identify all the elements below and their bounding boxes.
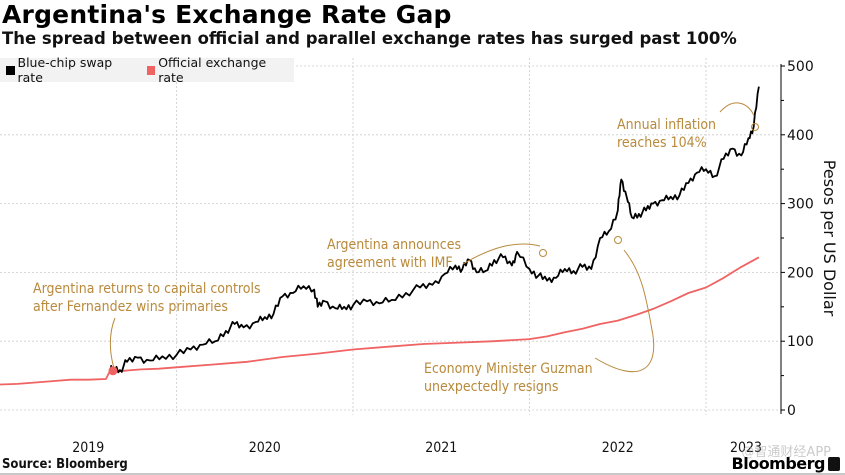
marker-capital-controls [108, 366, 118, 376]
x-tick-label: 2020 [249, 440, 281, 456]
y-tick-label: 300 [787, 197, 814, 213]
legend-item-official: Official exchange rate [146, 55, 288, 85]
annotation-text: Argentina returns to capital controls [33, 281, 261, 297]
legend-label-blue-chip: Blue-chip swap rate [17, 55, 113, 85]
annotations: Argentina returns to capital controls aft… [33, 102, 759, 395]
x-axis: 2019 2020 2021 2022 2023 [72, 440, 762, 456]
chart-title: Argentina's Exchange Rate Gap [2, 0, 452, 29]
annotation-marker [614, 236, 622, 244]
legend-label-official: Official exchange rate [158, 55, 267, 85]
series-line-official [0, 256, 760, 386]
y-axis-label: Pesos per US Dollar [820, 160, 839, 317]
bloomberg-terminal-icon [828, 457, 840, 471]
source-note: Source: Bloomberg [2, 457, 128, 472]
annotation-arrow [594, 249, 655, 373]
series-line-blue-chip [108, 86, 760, 374]
annotation-guzman: Economy Minister Guzman unexpectedly resi… [424, 236, 655, 395]
annotation-arrow [462, 243, 541, 265]
legend-swatch-blue-chip [6, 65, 15, 75]
chart-subtitle: The spread between official and parallel… [2, 29, 737, 48]
annotation-arrow [109, 317, 116, 369]
y-tick-label: 200 [787, 265, 814, 281]
annotation-text: Argentina announces [327, 237, 461, 253]
annotation-inflation: Annual inflation reaches 104% [617, 102, 759, 151]
annotation-text: unexpectedly resigns [424, 379, 558, 395]
x-tick-label: 2021 [425, 440, 457, 456]
legend-item-blue-chip: Blue-chip swap rate [6, 55, 135, 85]
y-tick-label: 100 [787, 334, 814, 350]
annotation-text: after Fernandez wins primaries [33, 299, 228, 315]
y-tick-label: 500 [787, 59, 814, 75]
annotation-marker [751, 123, 759, 131]
x-tick-label: 2022 [602, 440, 634, 456]
annotation-text: reaches 104% [617, 135, 707, 151]
annotation-capital-controls: Argentina returns to capital controls aft… [33, 281, 261, 369]
annotation-marker [539, 249, 547, 257]
watermark: @智通财经APP [741, 445, 831, 460]
annotation-text: Economy Minister Guzman [424, 361, 593, 377]
annotation-imf: Argentina announces agreement with IMF [327, 237, 547, 271]
annotation-text: Annual inflation [617, 117, 716, 133]
legend-swatch-official [146, 65, 156, 75]
y-axis: 0 100 200 300 400 500 [780, 59, 814, 419]
x-tick-label: 2019 [72, 440, 104, 456]
legend: Blue-chip swap rate Official exchange ra… [0, 55, 294, 85]
annotation-arrow [719, 102, 755, 117]
bloomberg-logo: Bloomberg [731, 454, 826, 473]
annotation-text: agreement with IMF [327, 255, 453, 271]
series-layer [0, 86, 760, 386]
y-tick-label: 400 [787, 128, 814, 144]
x-tick-label: 2023 [730, 440, 762, 456]
bottom-divider [0, 473, 845, 475]
y-tick-label: 0 [787, 403, 796, 419]
